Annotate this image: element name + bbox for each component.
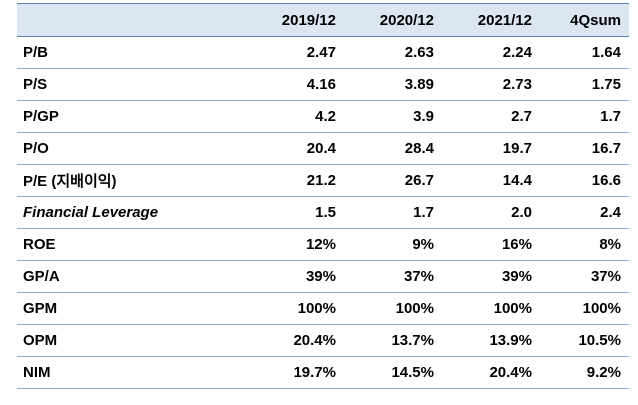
value-cell: 12% <box>239 228 344 261</box>
table-row: GP/A 39% 37% 39% 37% <box>17 260 629 293</box>
row-label: P/B <box>17 36 239 69</box>
value-cell: 20.4% <box>442 356 540 389</box>
value-cell: 9.2% <box>540 356 629 389</box>
value-cell: 21.2 <box>239 164 344 197</box>
value-cell: 2.0 <box>442 196 540 229</box>
value-cell: 3.9 <box>344 100 442 133</box>
row-label: ROE <box>17 228 239 261</box>
valuation-table-container: 2019/12 2020/12 2021/12 4Qsum P/B 2.47 2.63 2.… <box>17 3 629 389</box>
header-cell-period: 2021/12 <box>442 3 540 37</box>
table-header: 2019/12 2020/12 2021/12 4Qsum <box>17 3 629 37</box>
table-row: Financial Leverage 1.5 1.7 2.0 2.4 <box>17 196 629 229</box>
value-cell: 100% <box>442 292 540 325</box>
value-cell: 39% <box>442 260 540 293</box>
row-label: P/S <box>17 68 239 101</box>
table-row: ROE 12% 9% 16% 8% <box>17 228 629 261</box>
value-cell: 26.7 <box>344 164 442 197</box>
row-label: P/GP <box>17 100 239 133</box>
value-cell: 100% <box>540 292 629 325</box>
value-cell: 28.4 <box>344 132 442 165</box>
header-row: 2019/12 2020/12 2021/12 4Qsum <box>17 3 629 37</box>
table-row: GPM 100% 100% 100% 100% <box>17 292 629 325</box>
value-cell: 16% <box>442 228 540 261</box>
valuation-table: 2019/12 2020/12 2021/12 4Qsum P/B 2.47 2.63 2.… <box>17 3 629 389</box>
value-cell: 16.7 <box>540 132 629 165</box>
value-cell: 1.7 <box>540 100 629 133</box>
value-cell: 19.7% <box>239 356 344 389</box>
row-label: P/O <box>17 132 239 165</box>
table-row: NIM 19.7% 14.5% 20.4% 9.2% <box>17 356 629 389</box>
value-cell: 19.7 <box>442 132 540 165</box>
value-cell: 3.89 <box>344 68 442 101</box>
value-cell: 20.4 <box>239 132 344 165</box>
value-cell: 16.6 <box>540 164 629 197</box>
row-label: GP/A <box>17 260 239 293</box>
row-label: NIM <box>17 356 239 389</box>
row-label: P/E (지배이익) <box>17 164 239 197</box>
value-cell: 2.63 <box>344 36 442 69</box>
value-cell: 39% <box>239 260 344 293</box>
table-row: OPM 20.4% 13.7% 13.9% 10.5% <box>17 324 629 357</box>
value-cell: 2.24 <box>442 36 540 69</box>
header-cell-label <box>17 3 239 37</box>
value-cell: 8% <box>540 228 629 261</box>
table-row: P/GP 4.2 3.9 2.7 1.7 <box>17 100 629 133</box>
value-cell: 100% <box>344 292 442 325</box>
value-cell: 1.7 <box>344 196 442 229</box>
value-cell: 4.16 <box>239 68 344 101</box>
value-cell: 10.5% <box>540 324 629 357</box>
value-cell: 1.75 <box>540 68 629 101</box>
value-cell: 37% <box>540 260 629 293</box>
header-cell-period: 4Qsum <box>540 3 629 37</box>
header-cell-period: 2020/12 <box>344 3 442 37</box>
table-row: P/B 2.47 2.63 2.24 1.64 <box>17 36 629 69</box>
table-body: P/B 2.47 2.63 2.24 1.64 P/S 4.16 3.89 2.73 1.75 P/… <box>17 36 629 389</box>
value-cell: 13.9% <box>442 324 540 357</box>
value-cell: 13.7% <box>344 324 442 357</box>
value-cell: 2.73 <box>442 68 540 101</box>
value-cell: 9% <box>344 228 442 261</box>
table-row: P/O 20.4 28.4 19.7 16.7 <box>17 132 629 165</box>
value-cell: 1.64 <box>540 36 629 69</box>
header-cell-period: 2019/12 <box>239 3 344 37</box>
value-cell: 14.4 <box>442 164 540 197</box>
value-cell: 100% <box>239 292 344 325</box>
value-cell: 1.5 <box>239 196 344 229</box>
row-label: GPM <box>17 292 239 325</box>
value-cell: 2.7 <box>442 100 540 133</box>
value-cell: 14.5% <box>344 356 442 389</box>
table-row: P/E (지배이익) 21.2 26.7 14.4 16.6 <box>17 164 629 197</box>
row-label: Financial Leverage <box>17 196 239 229</box>
value-cell: 37% <box>344 260 442 293</box>
value-cell: 4.2 <box>239 100 344 133</box>
value-cell: 20.4% <box>239 324 344 357</box>
row-label: OPM <box>17 324 239 357</box>
value-cell: 2.47 <box>239 36 344 69</box>
table-row: P/S 4.16 3.89 2.73 1.75 <box>17 68 629 101</box>
value-cell: 2.4 <box>540 196 629 229</box>
